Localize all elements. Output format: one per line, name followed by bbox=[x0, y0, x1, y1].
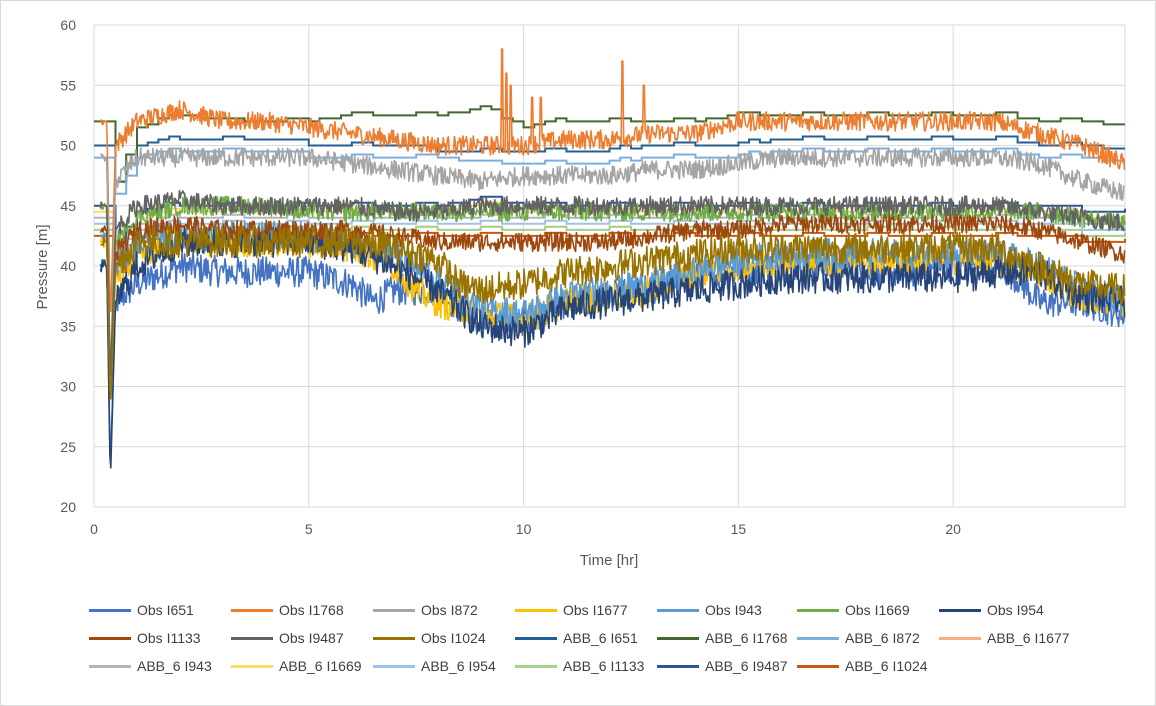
legend-swatch bbox=[89, 636, 131, 640]
x-tick-label: 10 bbox=[516, 521, 532, 537]
legend-item: Obs I9487 bbox=[231, 627, 344, 649]
y-tick-label: 20 bbox=[60, 499, 76, 515]
x-tick-label: 15 bbox=[731, 521, 747, 537]
legend-item: ABB_6 I1024 bbox=[797, 655, 928, 677]
legend-item: Obs I1677 bbox=[515, 599, 628, 621]
legend-swatch bbox=[231, 608, 273, 612]
legend-item: ABB_6 I1669 bbox=[231, 655, 362, 677]
series-lines bbox=[94, 48, 1126, 469]
legend-item: ABB_6 I651 bbox=[515, 627, 638, 649]
series-line bbox=[99, 48, 1126, 312]
legend-item: ABB_6 I954 bbox=[373, 655, 496, 677]
legend-item: Obs I1768 bbox=[231, 599, 344, 621]
x-tick-labels: 0 5 10 15 20 bbox=[90, 521, 961, 537]
legend-item: Obs I651 bbox=[89, 599, 194, 621]
legend-label: Obs I9487 bbox=[279, 630, 344, 646]
legend-swatch bbox=[797, 608, 839, 612]
y-tick-label: 30 bbox=[60, 379, 76, 395]
legend-label: Obs I1768 bbox=[279, 602, 344, 618]
legend-label: Obs I1669 bbox=[845, 602, 910, 618]
x-tick-label: 20 bbox=[945, 521, 961, 537]
legend-swatch bbox=[939, 608, 981, 612]
legend-label: ABB_6 I1677 bbox=[987, 630, 1070, 646]
legend-swatch bbox=[939, 636, 981, 640]
legend-swatch bbox=[515, 664, 557, 668]
legend-swatch bbox=[797, 664, 839, 668]
series-line bbox=[99, 213, 1126, 377]
legend-label: ABB_6 I943 bbox=[137, 658, 212, 674]
y-tick-label: 55 bbox=[60, 77, 76, 93]
legend-label: Obs I872 bbox=[421, 602, 478, 618]
y-axis-title: Pressure [m] bbox=[34, 224, 51, 309]
legend-swatch bbox=[89, 608, 131, 612]
legend-label: ABB_6 I1669 bbox=[279, 658, 362, 674]
y-tick-label: 35 bbox=[60, 318, 76, 334]
legend-label: Obs I1677 bbox=[563, 602, 628, 618]
legend-swatch bbox=[373, 636, 415, 640]
series-line bbox=[94, 219, 1126, 261]
legend-label: Obs I651 bbox=[137, 602, 194, 618]
legend-label: ABB_6 I954 bbox=[421, 658, 496, 674]
y-tick-label: 50 bbox=[60, 138, 76, 154]
legend-item: Obs I872 bbox=[373, 599, 478, 621]
x-tick-label: 0 bbox=[90, 521, 98, 537]
legend-label: ABB_6 I1768 bbox=[705, 630, 788, 646]
legend-swatch bbox=[657, 608, 699, 612]
legend-item: ABB_6 I1677 bbox=[939, 627, 1070, 649]
y-tick-labels: 20 25 30 35 40 45 50 55 60 bbox=[60, 17, 76, 515]
legend-item: ABB_6 I872 bbox=[797, 627, 920, 649]
y-tick-label: 40 bbox=[60, 258, 76, 274]
legend-item: Obs I954 bbox=[939, 599, 1044, 621]
legend-label: Obs I1133 bbox=[137, 630, 201, 646]
legend-item: ABB_6 I1768 bbox=[657, 627, 788, 649]
x-axis-title: Time [hr] bbox=[580, 552, 639, 569]
line-chart: 20 25 30 35 40 45 50 55 60 0 5 10 15 20 Time [hr] Pr… bbox=[34, 17, 1126, 569]
legend-label: ABB_6 I651 bbox=[563, 630, 638, 646]
legend-item: ABB_6 I9487 bbox=[657, 655, 788, 677]
legend-swatch bbox=[515, 608, 557, 612]
legend-swatch bbox=[515, 636, 557, 640]
series-line bbox=[99, 147, 1125, 371]
y-tick-label: 60 bbox=[60, 17, 76, 33]
legend-label: ABB_6 I872 bbox=[845, 630, 920, 646]
y-tick-label: 45 bbox=[60, 198, 76, 214]
legend-swatch bbox=[89, 664, 131, 668]
legend-label: ABB_6 I1024 bbox=[845, 658, 928, 674]
legend-swatch bbox=[657, 636, 699, 640]
legend-label: ABB_6 I1133 bbox=[563, 658, 645, 674]
legend-swatch bbox=[657, 664, 699, 668]
legend-label: Obs I1024 bbox=[421, 630, 486, 646]
legend-swatch bbox=[231, 664, 273, 668]
series-line bbox=[100, 225, 1126, 400]
series-line bbox=[94, 135, 1125, 183]
series-line bbox=[99, 189, 1126, 375]
legend-swatch bbox=[797, 636, 839, 640]
legend-item: Obs I1024 bbox=[373, 627, 486, 649]
legend-label: Obs I954 bbox=[987, 602, 1044, 618]
legend-swatch bbox=[373, 664, 415, 668]
legend-label: ABB_6 I9487 bbox=[705, 658, 788, 674]
legend-item: ABB_6 I943 bbox=[89, 655, 212, 677]
legend-item: ABB_6 I1133 bbox=[515, 655, 644, 677]
legend-item: Obs I1669 bbox=[797, 599, 910, 621]
legend-item: Obs I943 bbox=[657, 599, 762, 621]
x-tick-label: 5 bbox=[305, 521, 313, 537]
legend-swatch bbox=[231, 636, 273, 640]
legend-label: Obs I943 bbox=[705, 602, 762, 618]
y-tick-label: 25 bbox=[60, 439, 76, 455]
legend-swatch bbox=[373, 608, 415, 612]
legend-item: Obs I1133 bbox=[89, 627, 201, 649]
